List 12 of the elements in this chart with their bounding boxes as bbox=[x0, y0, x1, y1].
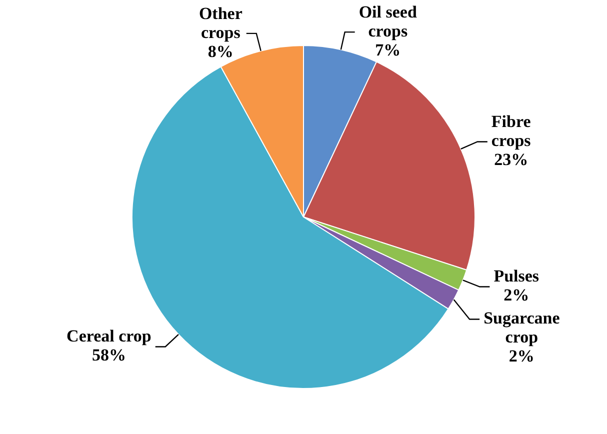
data-label: 7% bbox=[375, 40, 401, 60]
slice-label: Oil seed crops bbox=[358, 2, 418, 40]
slice-label: Other crops bbox=[198, 4, 243, 42]
slice-label: Cereal crop bbox=[66, 326, 152, 346]
data-label: 2% bbox=[504, 286, 530, 305]
slice-label: Fibre crops bbox=[491, 112, 532, 150]
data-label: 8% bbox=[208, 42, 234, 61]
data-label: 2% bbox=[508, 346, 534, 366]
data-label: 58% bbox=[92, 346, 126, 365]
slice-label: Pulses bbox=[494, 266, 540, 286]
data-label: 23% bbox=[494, 150, 528, 170]
slice-label: Sugarcane crop bbox=[484, 308, 560, 347]
